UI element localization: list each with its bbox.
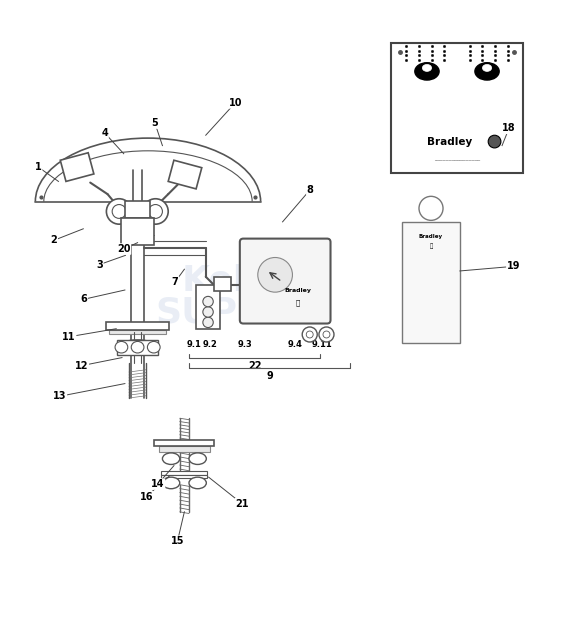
Circle shape: [306, 331, 313, 338]
Bar: [155, 440, 214, 446]
Text: Bradley: Bradley: [419, 234, 443, 239]
Circle shape: [107, 199, 132, 224]
Ellipse shape: [482, 64, 492, 72]
Text: 9.2: 9.2: [203, 340, 218, 349]
Ellipse shape: [475, 63, 499, 80]
Ellipse shape: [131, 341, 144, 353]
Text: 19: 19: [507, 262, 521, 271]
Bar: [196, 286, 220, 329]
Text: 15: 15: [171, 536, 184, 546]
Text: 9.3: 9.3: [237, 340, 252, 349]
Bar: [159, 446, 210, 452]
Ellipse shape: [415, 63, 439, 80]
Bar: [118, 340, 158, 355]
Circle shape: [203, 307, 213, 317]
Circle shape: [112, 204, 126, 218]
Text: 12: 12: [75, 361, 89, 371]
Text: Bradley: Bradley: [427, 136, 472, 147]
Bar: [391, 43, 523, 173]
Text: 2: 2: [50, 235, 57, 246]
Circle shape: [302, 327, 317, 342]
Bar: [214, 277, 230, 291]
Text: 9.1: 9.1: [186, 340, 201, 349]
Text: 1: 1: [35, 162, 42, 172]
Text: 11: 11: [62, 332, 76, 342]
Ellipse shape: [163, 453, 179, 465]
Text: Bradley: Bradley: [284, 288, 312, 293]
Bar: [109, 330, 167, 334]
Bar: [162, 475, 207, 478]
Text: 22: 22: [248, 361, 261, 371]
Text: ────────────────: ────────────────: [434, 157, 480, 162]
Ellipse shape: [189, 477, 206, 489]
Text: 4: 4: [101, 128, 108, 138]
Text: 20: 20: [117, 244, 130, 254]
Ellipse shape: [115, 341, 128, 353]
Bar: [162, 471, 207, 475]
Circle shape: [419, 196, 443, 220]
Text: 18: 18: [502, 123, 516, 133]
Circle shape: [149, 204, 163, 218]
Text: Ⓢ: Ⓢ: [430, 243, 433, 249]
Bar: [402, 222, 460, 343]
Circle shape: [323, 331, 330, 338]
Circle shape: [319, 327, 334, 342]
Text: 6: 6: [80, 294, 87, 304]
Text: Ⓢ: Ⓢ: [296, 300, 300, 306]
Bar: [168, 160, 201, 189]
Ellipse shape: [163, 477, 179, 489]
Text: 5: 5: [152, 118, 158, 128]
FancyBboxPatch shape: [240, 239, 331, 323]
Ellipse shape: [422, 64, 431, 72]
Text: 7: 7: [172, 277, 178, 287]
Text: 8: 8: [307, 184, 314, 194]
Ellipse shape: [189, 453, 206, 465]
Circle shape: [203, 296, 213, 307]
Text: 14: 14: [151, 479, 164, 489]
Circle shape: [488, 135, 501, 148]
Ellipse shape: [148, 341, 160, 353]
Text: 9.11: 9.11: [312, 340, 333, 349]
Text: 16: 16: [140, 492, 153, 502]
Text: 13: 13: [53, 391, 67, 401]
Text: 3: 3: [96, 260, 103, 270]
Text: 21: 21: [236, 499, 249, 509]
Text: Kelly
SUPPLY: Kelly SUPPLY: [156, 264, 307, 329]
Circle shape: [203, 317, 213, 328]
Text: 9.4: 9.4: [288, 340, 303, 349]
Ellipse shape: [118, 340, 158, 354]
Bar: [60, 153, 94, 181]
Bar: [125, 201, 151, 218]
Bar: [106, 322, 169, 331]
Bar: [122, 218, 154, 245]
Circle shape: [258, 257, 292, 292]
Text: 10: 10: [229, 98, 242, 108]
Text: 9: 9: [266, 371, 273, 381]
Circle shape: [143, 199, 168, 224]
